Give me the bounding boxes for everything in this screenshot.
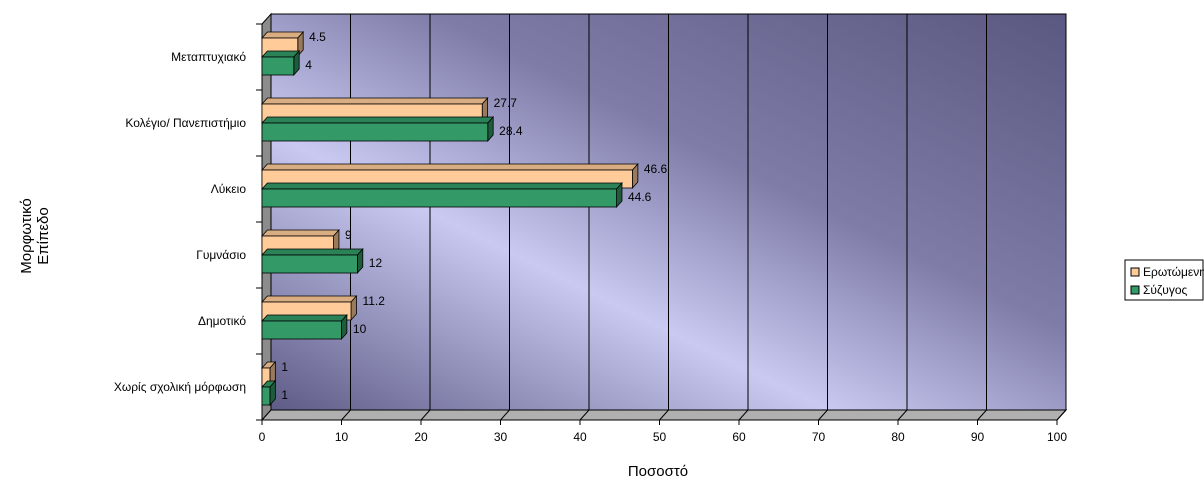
- category-label: Μεταπτυχιακό: [171, 50, 246, 64]
- bar-front-face: [261, 122, 489, 142]
- data-label: 27.7: [494, 96, 518, 110]
- x-tick-label: 10: [335, 430, 349, 444]
- bars: [261, 30, 639, 407]
- bar-spouse: [261, 49, 301, 77]
- y-axis-title-line-2: Επίπεδο: [35, 207, 52, 264]
- floor-gridline: [500, 409, 510, 421]
- data-label: 10: [353, 322, 367, 336]
- x-tick-label: 50: [653, 430, 667, 444]
- x-tick-label: 40: [573, 430, 587, 444]
- bar-top-face: [261, 229, 340, 237]
- floor-gridline: [818, 409, 828, 421]
- bar-top-face: [261, 163, 639, 171]
- floor-gridline: [977, 409, 987, 421]
- data-label: 1: [281, 388, 288, 402]
- legend-swatch: [1130, 285, 1140, 295]
- bar-respondent: [261, 360, 277, 388]
- floor-gridline: [420, 409, 431, 421]
- data-label: 1: [281, 360, 288, 374]
- bar-front-face: [261, 188, 617, 208]
- x-tick-label: 30: [494, 430, 508, 444]
- legend-swatch: [1130, 267, 1140, 277]
- bar-spouse: [261, 181, 623, 209]
- x-tick-label: 60: [732, 430, 746, 444]
- floor-gridline: [659, 409, 669, 421]
- y-axis-title: Μορφωτικό Επίπεδο: [18, 198, 52, 274]
- data-label: 4: [305, 58, 312, 72]
- legend-label: Σύζυγος: [1143, 283, 1188, 297]
- x-tick-label: 0: [259, 430, 266, 444]
- floor-gridline: [579, 409, 590, 421]
- legend: Ερωτώμενη Σύζυγος: [1124, 259, 1204, 301]
- labels: 0 10 20 30 40 50 60 70 80 90 100 Χωρίς σχολική μόρφ…: [114, 30, 1067, 444]
- data-label: 44.6: [628, 190, 652, 204]
- category-label: Δημοτικό: [198, 314, 246, 328]
- x-tick-label: 90: [971, 430, 985, 444]
- category-label: Γυμνάσιο: [196, 248, 246, 262]
- legend-label: Ερωτώμενη: [1143, 265, 1204, 279]
- data-label: 28.4: [499, 124, 523, 138]
- axes: [256, 23, 1058, 425]
- bar-top-face: [261, 295, 358, 303]
- category-label: Χωρίς σχολική μόρφωση: [114, 380, 246, 394]
- data-label: 11.2: [362, 294, 385, 308]
- floor-gridline: [341, 409, 351, 421]
- bar-front-face: [261, 56, 295, 76]
- bar-spouse: [261, 379, 277, 407]
- bar-spouse: [261, 313, 348, 341]
- gridlines: [341, 14, 1067, 421]
- floor-gridline: [738, 409, 749, 421]
- bar-front-face: [261, 254, 358, 274]
- bar-front-face: [261, 386, 271, 406]
- floor-gridline: [897, 409, 908, 421]
- bar-top-face: [261, 248, 364, 256]
- bar-top-face: [261, 314, 348, 322]
- data-label: 4.5: [309, 30, 326, 44]
- bar-top-face: [261, 31, 305, 39]
- category-label: Κολέγιο/ Πανεπιστήμιο: [125, 116, 246, 130]
- data-label: 9: [345, 228, 352, 242]
- x-tick-label: 70: [812, 430, 826, 444]
- bar-front-face: [261, 320, 342, 340]
- x-tick-label: 100: [1047, 430, 1067, 444]
- bar-top-face: [261, 116, 495, 124]
- floor-gridline: [1056, 409, 1067, 421]
- x-tick-label: 80: [891, 430, 905, 444]
- x-axis-title: Ποσοστό: [628, 463, 688, 480]
- bar-spouse: [261, 115, 495, 143]
- data-label: 46.6: [644, 162, 668, 176]
- y-axis-title-line-1: Μορφωτικό: [18, 198, 35, 274]
- category-label: Λύκειο: [211, 182, 247, 196]
- data-label: 12: [369, 256, 383, 270]
- x-tick-label: 20: [414, 430, 428, 444]
- bar-top-face: [261, 182, 623, 190]
- bar-spouse: [261, 247, 364, 275]
- bar-top-face: [261, 50, 301, 58]
- bar-top-face: [261, 97, 489, 105]
